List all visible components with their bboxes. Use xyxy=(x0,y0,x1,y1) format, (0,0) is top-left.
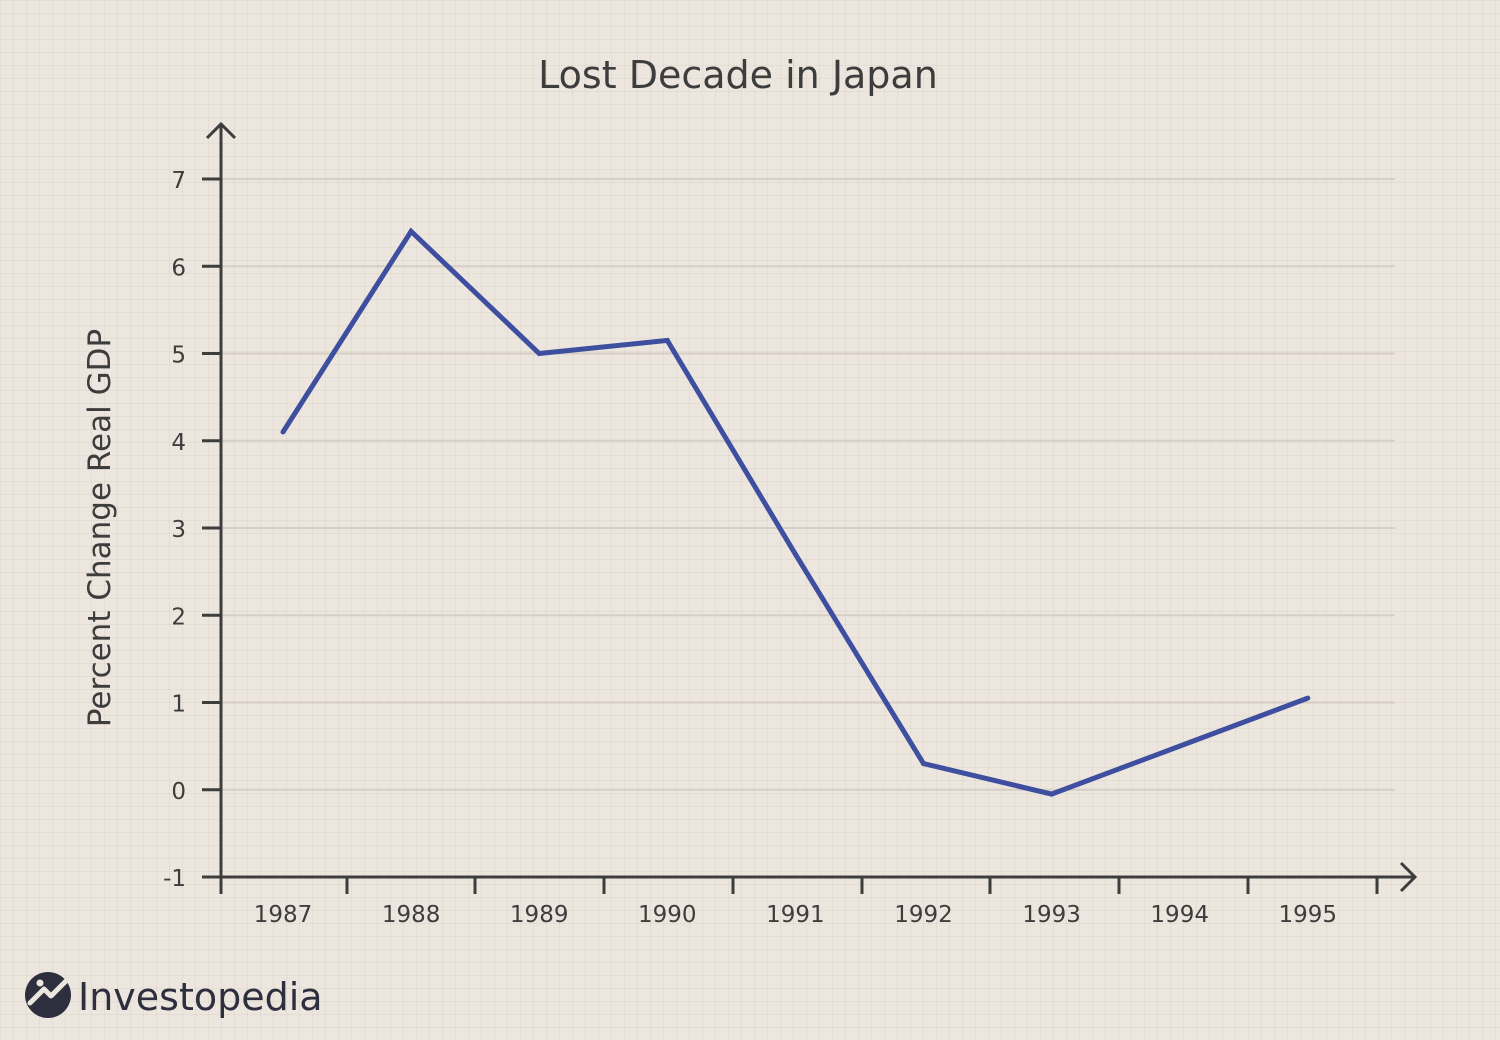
x-tick-label-2: 1989 xyxy=(510,902,569,928)
y-tick-label-6: 5 xyxy=(171,343,186,369)
y-axis-label: Percent Change Real GDP xyxy=(82,329,118,727)
x-tick-label-6: 1993 xyxy=(1022,902,1081,928)
y-tick-label-2: 1 xyxy=(171,692,186,718)
y-tick-label-8: 7 xyxy=(171,168,186,194)
x-tick-label-7: 1994 xyxy=(1150,902,1209,928)
brand-logo: Investopedia xyxy=(25,972,323,1019)
x-tick-label-0: 1987 xyxy=(254,902,313,928)
y-tick-label-7: 6 xyxy=(171,255,186,281)
series-line-0 xyxy=(280,227,1309,797)
data-point-1992 xyxy=(921,761,926,767)
chart-title: Lost Decade in Japan xyxy=(538,53,938,97)
x-ticks: 1987 1988 1989 1990 1991 1992 1993 1994 1995 xyxy=(219,877,1379,928)
brand-name: Investopedia xyxy=(78,975,323,1019)
x-tick-label-4: 1991 xyxy=(766,902,825,928)
series-layer xyxy=(280,227,1311,797)
data-point-1993 xyxy=(1049,791,1055,797)
investopedia-logo-icon xyxy=(25,972,71,1018)
data-point-1988 xyxy=(408,228,414,234)
data-point-1991 xyxy=(792,551,798,557)
gridlines xyxy=(221,178,1395,791)
axes xyxy=(205,121,1418,893)
data-point-1995 xyxy=(1305,695,1311,701)
x-axis-arrow-icon xyxy=(1399,861,1418,893)
x-tick-label-5: 1992 xyxy=(894,902,953,928)
y-axis-arrow-icon xyxy=(205,121,237,140)
data-point-1994 xyxy=(1177,743,1183,749)
data-point-1989 xyxy=(536,351,542,356)
y-ticks: -1 0 1 2 3 4 5 6 7 xyxy=(163,168,221,892)
data-point-1987 xyxy=(280,429,286,435)
x-tick-label-3: 1990 xyxy=(638,902,697,928)
x-tick-label-1: 1988 xyxy=(382,902,441,928)
y-tick-label-1: 0 xyxy=(171,779,186,805)
y-tick-label-0: -1 xyxy=(163,866,186,892)
data-point-1990 xyxy=(664,337,670,343)
x-tick-label-8: 1995 xyxy=(1279,902,1338,928)
y-tick-label-5: 4 xyxy=(171,430,186,456)
y-tick-label-3: 2 xyxy=(171,604,186,630)
y-tick-label-4: 3 xyxy=(171,517,186,543)
